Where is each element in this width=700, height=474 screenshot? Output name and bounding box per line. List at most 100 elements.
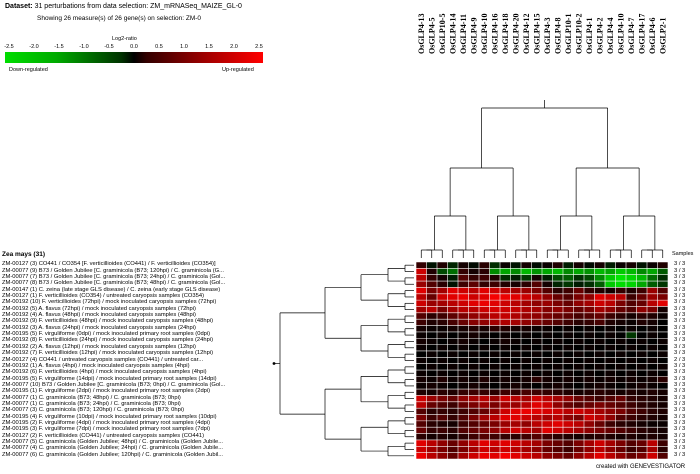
row-sample-count: 3 / 3 [674,337,686,344]
heatmap-cell [447,357,458,364]
heatmap-cell [615,452,626,459]
heatmap-cell [647,439,658,447]
heatmap-cell [437,325,448,332]
heatmap-cell [647,338,658,345]
heatmap-cell [626,281,637,288]
heatmap-cell [552,287,563,294]
heatmap-cell [447,382,458,390]
heatmap-cell [594,357,605,364]
heatmap-cell [458,363,469,371]
heatmap-cell [510,401,521,409]
row-label: ZM-00077 (1) C. graminicola (B73; 48hpi)… [2,394,181,401]
gene-label: OsGLP4-5 [427,18,436,54]
heatmap-cell [489,433,500,440]
heatmap-cell [531,281,542,288]
heatmap-cell [573,281,584,288]
heatmap-cell [468,395,479,402]
heatmap-cell [573,389,584,396]
heatmap-cell [657,281,668,288]
heatmap-cell [552,414,563,421]
heatmap-cell [416,382,427,390]
heatmap-cell [437,357,448,364]
heatmap-cell [563,452,574,459]
heatmap-cell [521,401,532,409]
heatmap-cell [573,262,584,269]
heatmap-cell [615,439,626,447]
heatmap-cell [615,300,626,307]
heatmap-cell [542,446,553,453]
heatmap-cell [510,363,521,371]
heatmap-cell [437,408,448,415]
heatmap-cell [458,287,469,294]
heatmap-cell [437,433,448,440]
heatmap-cell [563,331,574,339]
heatmap-cell [531,331,542,339]
gene-label: OsGLP10-5 [438,14,447,54]
heatmap-cell [647,268,658,275]
heatmap-cell [584,268,595,275]
heatmap-cell [657,306,668,313]
heatmap-cell [563,363,574,371]
heatmap-cell [437,344,448,351]
heatmap-cell [458,370,469,377]
heatmap-cell [594,306,605,313]
heatmap-cell [636,319,647,326]
heatmap-cell [416,331,427,339]
heatmap-cell [542,376,553,383]
heatmap-cell [626,446,637,453]
heatmap-cell [584,363,595,371]
heatmap-cell [468,312,479,320]
heatmap-cell [615,293,626,301]
heatmap-cell [636,382,647,390]
heatmap-cell [500,401,511,409]
gene-label: OsGLP4-12 [522,14,531,54]
heatmap-cell [542,262,553,269]
heatmap-cell [521,300,532,307]
heatmap-cell [489,274,500,282]
row-label: ZM-00195 (5) F. virguliforme (0dpi) / mo… [2,331,211,338]
heatmap-cell [416,446,427,453]
heatmap-cell [605,338,616,345]
heatmap-cell [458,274,469,282]
heatmap-cell [468,452,479,459]
heatmap-cell [521,312,532,320]
heatmap-cell [563,319,574,326]
heatmap-cell [615,427,626,434]
heatmap-cell [605,408,616,415]
heatmap-cell [500,300,511,307]
heatmap-cell [531,274,542,282]
row-sample-count: 3 / 3 [674,407,686,414]
heatmap-cell [416,268,427,275]
heatmap-cell [552,312,563,320]
heatmap-cell [468,357,479,364]
heatmap-cell [615,281,626,288]
heatmap-cell [426,268,437,275]
heatmap-cell [657,268,668,275]
heatmap-cell [458,338,469,345]
heatmap-cell [605,414,616,421]
legend-tick-label: 2.0 [230,44,238,50]
heatmap-cell [584,293,595,301]
heatmap-cell [447,312,458,320]
heatmap-cell [605,344,616,351]
heatmap-cell [468,363,479,371]
row-label: ZM-00127 (2) F. verticillioides (CO441) … [2,432,204,439]
row-label: ZM-00192 (8) F. verticillioides (24hpi) … [2,337,214,344]
heatmap-cell [468,262,479,269]
heatmap-cell [426,408,437,415]
heatmap-cell [458,319,469,326]
heatmap-cell [510,274,521,282]
heatmap-cell [615,433,626,440]
heatmap-cell [416,420,427,428]
heatmap-cell [605,401,616,409]
heatmap-cell [594,382,605,390]
heatmap-cell [531,293,542,301]
heatmap-cell [542,401,553,409]
heatmap-cell [584,338,595,345]
heatmap-cell [636,312,647,320]
heatmap-cell [521,382,532,390]
heatmap-cell [552,293,563,301]
heatmap-cell [636,420,647,428]
heatmap-cell [468,446,479,453]
heatmap-cell [500,382,511,390]
